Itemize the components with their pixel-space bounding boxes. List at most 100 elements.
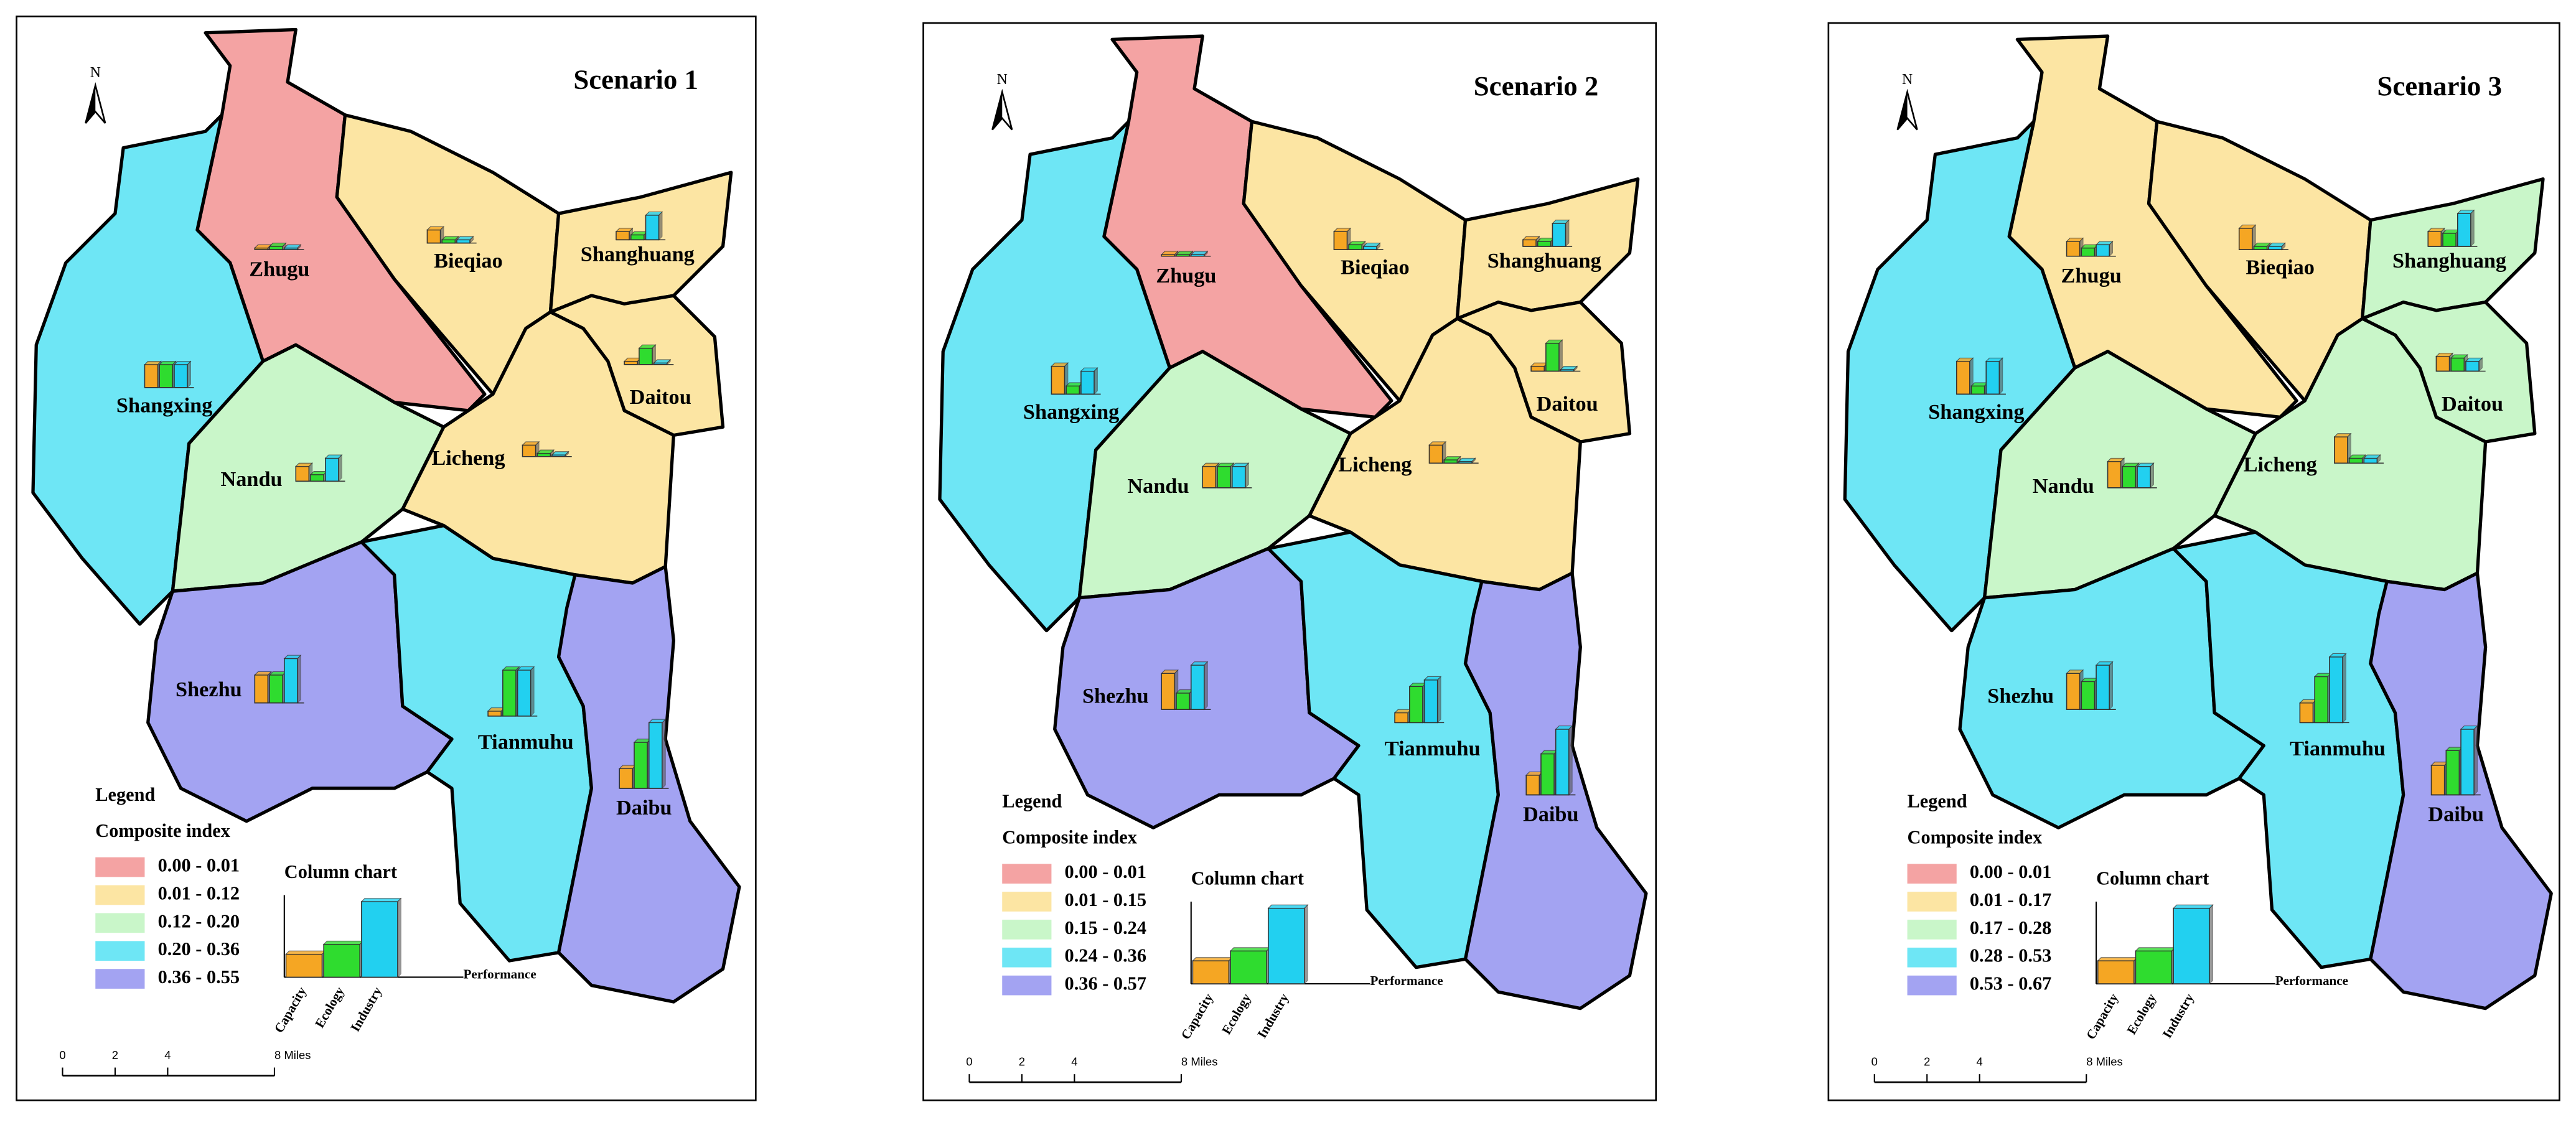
mini-bar	[2427, 231, 2442, 247]
mini-bar-side	[1471, 457, 1476, 464]
mini-bar-side	[658, 211, 663, 241]
mini-bar	[1080, 370, 1095, 395]
mini-bar	[1537, 241, 1552, 247]
mini-bar	[1333, 231, 1348, 250]
region-name: Shanghuang	[2392, 249, 2506, 273]
legend-label: 0.15 - 0.24	[1065, 917, 1146, 938]
mini-bar-side	[2478, 357, 2483, 372]
mini-bar-side	[530, 666, 535, 717]
region-name: Daitou	[1537, 392, 1598, 416]
legend-label: 0.12 - 0.20	[158, 910, 240, 931]
legend-bar-top	[1229, 947, 1271, 951]
mini-bar-side	[1094, 366, 1098, 395]
legend-label: 0.01 - 0.15	[1065, 889, 1146, 910]
mini-bar-side	[1998, 357, 2003, 395]
region-name: Shezhu	[1987, 684, 2054, 708]
mini-bar-side	[469, 235, 474, 244]
mini-bar	[639, 347, 653, 365]
column-chart-title: Column chart	[284, 861, 397, 882]
legend-label: 0.36 - 0.55	[158, 966, 240, 987]
region-name: Bieqiao	[2246, 256, 2315, 279]
legend-bar	[323, 943, 361, 978]
mini-bar	[1555, 729, 1570, 796]
mini-bar-side	[667, 358, 671, 366]
mini-bar	[144, 364, 159, 388]
mini-bar	[648, 722, 663, 789]
legend-swatch	[1907, 947, 1957, 968]
legend-bar	[1230, 950, 1267, 984]
legend-swatch	[1002, 975, 1052, 996]
legend-swatch	[1907, 892, 1957, 912]
chart-axis-label: Performance	[464, 967, 536, 982]
mini-bar	[269, 675, 283, 704]
mini-bar-side	[1376, 242, 1380, 251]
legend-bar-top	[2135, 947, 2176, 951]
map-panel: Zhugu Shangxing Bieqiao Shanghuang Daitou Lic…	[922, 22, 1657, 1101]
mini-bar-side	[1565, 219, 1570, 248]
region-name: Zhugu	[2061, 264, 2122, 287]
mini-bar	[1423, 679, 1438, 724]
chart-axis-label: Performance	[2275, 973, 2348, 988]
legend-title: Legend	[1002, 791, 1062, 812]
mini-bar	[1428, 444, 1443, 464]
legend-bar-top	[2097, 957, 2138, 961]
mini-bar-side	[2376, 454, 2381, 464]
legend-bar-top	[1267, 904, 1309, 909]
scale-label: 2	[1924, 1055, 1930, 1068]
legend-label: 0.00 - 0.01	[1970, 861, 2051, 882]
legend-swatch	[95, 913, 145, 933]
map-panel: Zhugu Shangxing Bieqiao Shanghuang Daitou Lic…	[16, 16, 757, 1101]
mini-bar	[1161, 673, 1176, 711]
mini-bar-side	[1437, 676, 1441, 724]
mini-bar	[1985, 360, 2000, 395]
mini-bar	[2460, 729, 2475, 796]
legend-bar	[1268, 907, 1305, 984]
mini-bar	[2435, 355, 2450, 372]
mini-bar	[2066, 241, 2081, 257]
mini-bar	[619, 768, 634, 789]
column-chart-title: Column chart	[2096, 868, 2209, 889]
region-name: Shezhu	[176, 678, 242, 701]
mini-bar	[2314, 676, 2329, 724]
mini-bar	[1970, 385, 1985, 395]
scale-label: 0	[1871, 1055, 1878, 1068]
mini-bar	[1176, 693, 1190, 711]
legend-bar	[2135, 950, 2173, 984]
mini-bar-side	[297, 243, 301, 251]
mini-bar	[2081, 247, 2096, 257]
legend-bar-top	[285, 950, 327, 955]
mini-bar	[295, 465, 310, 482]
mini-bar	[1066, 385, 1080, 395]
mini-bar-side	[2470, 209, 2475, 248]
legend-title: Legend	[1908, 791, 1967, 812]
mini-bar	[2430, 765, 2445, 796]
region-name: Daitou	[630, 385, 691, 409]
mini-bar	[1540, 753, 1555, 796]
legend-bar-side	[2209, 904, 2214, 985]
chart-axis-label: Performance	[1370, 973, 1443, 988]
mini-bar	[2096, 244, 2110, 257]
region-name: Shangxing	[116, 393, 212, 417]
panel-title: Scenario 1	[573, 63, 698, 95]
mini-bar-side	[2109, 240, 2114, 258]
north-label: N	[1902, 72, 1913, 88]
region-name: Bieqiao	[434, 249, 503, 273]
mini-bar-side	[662, 718, 666, 790]
mini-bar	[2137, 465, 2151, 488]
mini-bar	[2329, 656, 2343, 724]
north-arrow-half	[1897, 91, 1908, 130]
legend-bar	[2173, 907, 2211, 984]
mini-bar	[1231, 465, 1246, 488]
scale-label: 2	[112, 1048, 118, 1062]
mini-bar	[2107, 460, 2122, 488]
mini-bar	[1217, 465, 1231, 488]
mini-bar	[1522, 239, 1537, 247]
legend-swatch	[1002, 947, 1052, 968]
scale-label: 4	[1071, 1055, 1077, 1068]
legend-label: 0.01 - 0.17	[1970, 889, 2051, 910]
legend-swatch	[1002, 892, 1052, 912]
mini-bar	[310, 474, 324, 482]
mini-bar	[2096, 665, 2110, 711]
mini-bar	[616, 231, 630, 241]
region-name: Tianmuhu	[2290, 737, 2386, 760]
